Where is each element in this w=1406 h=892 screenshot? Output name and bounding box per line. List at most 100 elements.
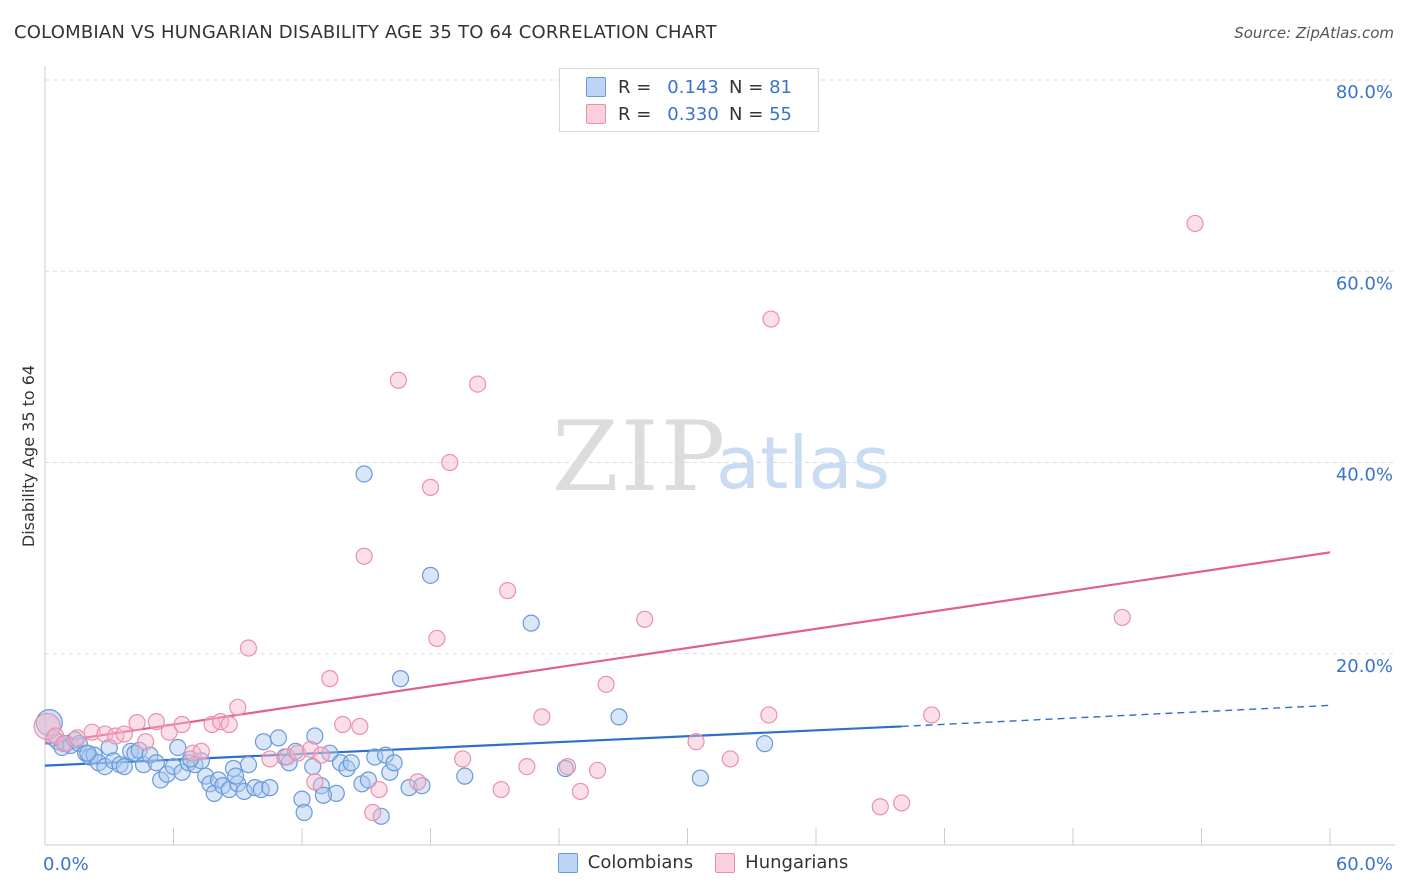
data-point-hungarians <box>96 725 114 743</box>
data-point-colombians <box>391 670 410 688</box>
data-point-hungarians <box>1113 608 1131 627</box>
data-point-hungarians <box>687 733 705 751</box>
legend: R = 0.143 N = 81 R = 0.330 N = 55 <box>559 68 819 132</box>
source-label: Source: ZipAtlas.com <box>1234 24 1394 42</box>
data-point-colombians <box>421 566 440 584</box>
data-point-hungarians <box>239 639 258 657</box>
data-point-hungarians <box>871 798 889 816</box>
bottom-legend-label-colombians: Colombians <box>587 852 694 873</box>
data-point-colombians <box>306 727 324 745</box>
legend-n-value-hungarians: 55 <box>769 103 792 125</box>
legend-swatch-colombians <box>586 77 606 97</box>
data-point-colombians <box>295 803 313 822</box>
data-point-hungarians <box>588 761 607 780</box>
y-axis-label: Disability Age 35 to 64 <box>19 365 38 547</box>
scatter-points <box>33 214 1204 825</box>
y-tick-label: 40.0% <box>1336 465 1393 486</box>
data-point-hungarians <box>128 713 146 732</box>
data-point-hungarians <box>492 780 510 799</box>
trend-line-colombians-extrapolated <box>901 704 1331 728</box>
data-point-hungarians <box>220 715 238 734</box>
data-point-hungarians <box>760 706 778 724</box>
data-point-hungarians <box>306 773 324 791</box>
data-point-colombians <box>314 786 333 804</box>
legend-swatch-hungarians <box>586 104 606 124</box>
data-point-hungarians <box>597 675 615 693</box>
data-point-colombians <box>522 614 540 632</box>
data-point-colombians <box>254 733 273 751</box>
data-point-hungarians <box>571 782 590 801</box>
data-point-colombians <box>372 807 390 825</box>
data-point-hungarians <box>355 547 373 565</box>
data-point-colombians <box>385 754 403 772</box>
data-point-colombians <box>96 757 114 776</box>
y-tick-label: 60.0% <box>1336 273 1393 294</box>
data-point-hungarians <box>137 733 155 751</box>
data-point-hungarians <box>351 717 369 736</box>
gridlines <box>45 79 1395 655</box>
tick-labels: 20.0% 40.0% 60.0% 80.0% 0.0% 60.0% <box>43 82 1393 875</box>
legend-r-value-hungarians: 0.330 <box>667 103 719 125</box>
legend-n-value-colombians: 81 <box>769 76 792 98</box>
data-point-colombians <box>152 771 170 789</box>
data-point-hungarians <box>312 746 330 764</box>
bottom-legend-colombians: Colombians <box>557 852 694 873</box>
data-point-hungarians <box>68 729 86 747</box>
data-point-colombians <box>381 763 399 781</box>
data-point-colombians <box>400 779 418 797</box>
y-tick-label: 20.0% <box>1336 656 1393 677</box>
data-point-colombians <box>169 738 187 757</box>
x-tick-label-min: 0.0% <box>43 854 89 875</box>
data-point-colombians <box>239 756 258 774</box>
data-point-hungarians <box>289 744 307 762</box>
trend-line-hungarians <box>44 551 1331 745</box>
data-point-hungarians <box>636 610 654 628</box>
data-point-hungarians <box>533 708 551 726</box>
data-point-colombians <box>235 782 253 801</box>
bottom-legend-swatch-colombians <box>557 852 578 873</box>
data-point-hungarians <box>83 723 101 741</box>
data-point-colombians <box>147 754 165 772</box>
data-point-hungarians <box>518 757 536 776</box>
data-point-hungarians <box>115 725 133 743</box>
watermark: ZIP atlas <box>552 401 890 513</box>
data-point-colombians <box>342 754 360 772</box>
data-point-hungarians <box>261 750 279 768</box>
chart-title: COLOMBIAN VS HUNGARIAN DISABILITY AGE 35… <box>14 22 717 43</box>
data-point-hungarians <box>428 629 446 648</box>
data-point-hungarians <box>893 794 911 812</box>
data-point-colombians <box>261 779 279 797</box>
data-point-hungarians <box>762 310 780 328</box>
y-tick-label: 80.0% <box>1336 82 1393 103</box>
data-point-colombians <box>355 465 373 483</box>
x-tick-label-max: 60.0% <box>1336 854 1393 875</box>
data-point-colombians <box>456 767 474 785</box>
data-point-hungarians <box>147 713 165 731</box>
watermark-zip: ZIP <box>552 401 727 513</box>
data-point-hungarians <box>278 748 296 766</box>
data-point-colombians <box>293 790 311 808</box>
trend-lines <box>44 551 1331 767</box>
data-point-colombians <box>115 757 133 776</box>
bottom-legend-swatch-hungarians <box>715 852 736 873</box>
watermark-atlas: atlas <box>716 421 890 505</box>
data-point-hungarians <box>441 453 459 472</box>
data-point-hungarians <box>409 773 427 791</box>
data-point-hungarians <box>469 375 487 393</box>
data-point-colombians <box>359 771 377 789</box>
bottom-legend: Colombians Hungarians <box>0 852 1406 873</box>
data-point-hungarians <box>301 740 320 758</box>
legend-row-colombians: R = 0.143 N = 81 <box>586 75 792 99</box>
data-point-colombians <box>366 748 384 766</box>
data-point-colombians <box>173 763 191 781</box>
legend-row-hungarians: R = 0.330 N = 55 <box>586 102 792 126</box>
bottom-legend-hungarians: Hungarians <box>715 852 848 873</box>
data-point-colombians <box>327 784 345 802</box>
data-point-hungarians <box>499 582 517 600</box>
data-point-hungarians <box>192 742 210 760</box>
legend-r-value-colombians: 0.143 <box>667 76 719 98</box>
series-hungarians <box>33 214 1204 822</box>
data-point-hungarians <box>454 750 472 768</box>
data-point-hungarians <box>33 712 61 741</box>
